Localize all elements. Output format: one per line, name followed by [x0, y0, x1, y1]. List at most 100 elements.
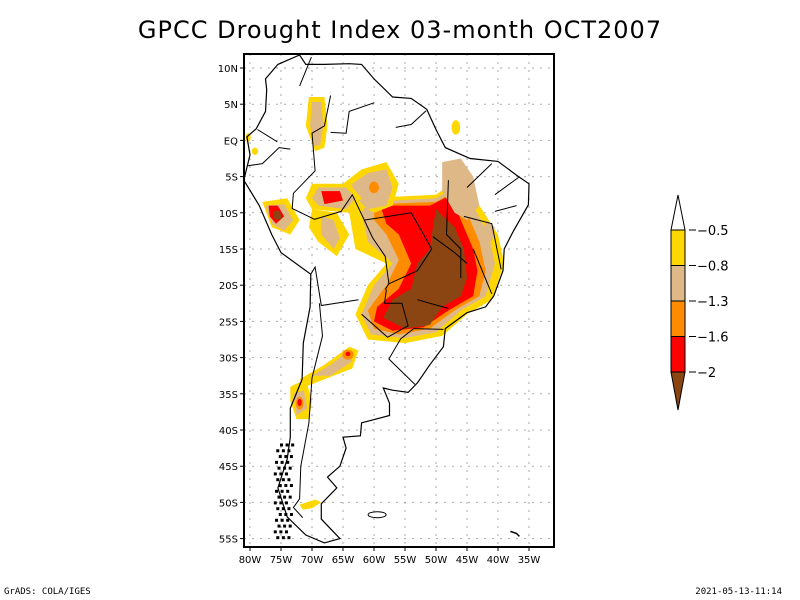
lon-tick-label: 70W	[301, 555, 324, 566]
fjord-island	[289, 512, 293, 516]
fjord-island	[277, 495, 281, 499]
colorbar-label: −0.5	[697, 224, 729, 239]
drought-spot-yellow	[251, 147, 259, 155]
fjord-island	[277, 524, 281, 528]
fjord-island	[287, 536, 291, 540]
lon-tick-label: 55W	[394, 555, 417, 566]
lat-tick-label: 35S	[219, 390, 238, 401]
footer-credit: GrADS: COLA/IGES	[4, 587, 91, 597]
colorbar-label: −0.8	[697, 260, 729, 275]
colorbar-segment	[670, 300, 686, 337]
lon-tick-label: 65W	[332, 555, 355, 566]
fjord-island	[287, 507, 291, 511]
country-border	[463, 215, 502, 270]
drought-area-yellow	[299, 499, 322, 510]
drought-area-tan	[442, 158, 480, 220]
fjord-island	[284, 512, 288, 516]
lat-tick-label: 15S	[219, 245, 238, 256]
colorbar-label: −1.3	[697, 295, 729, 310]
fjord-island	[291, 443, 295, 447]
drought-spot-red	[345, 351, 351, 357]
lon-tick-label: 40W	[487, 555, 510, 566]
lon-tick-label: 75W	[270, 555, 293, 566]
fjord-island	[278, 455, 282, 459]
country-border	[445, 180, 462, 278]
fjord-island	[280, 489, 284, 493]
fjord-island	[284, 472, 288, 476]
south-georgia-island	[510, 530, 520, 537]
country-border	[417, 299, 449, 309]
colorbar-label: −2	[697, 366, 716, 381]
drought-area-tan	[310, 102, 324, 146]
country-border	[361, 289, 409, 338]
drought-spot-orange	[369, 181, 379, 194]
fjord-island	[280, 518, 284, 522]
country-border	[472, 248, 493, 295]
coastline-layer	[244, 54, 530, 544]
drought-spot-red	[297, 398, 302, 407]
lat-tick-label: 55S	[219, 535, 238, 546]
colorbar-segment	[670, 229, 686, 266]
fjord-island	[287, 449, 291, 453]
fjord-island	[276, 449, 280, 453]
fjord-island	[288, 495, 292, 499]
country-border	[432, 236, 468, 264]
fjord-island	[280, 460, 284, 464]
country-border	[494, 205, 517, 212]
country-border	[466, 163, 493, 188]
drought-spot-yellow	[451, 120, 461, 135]
lat-tick-label: 10S	[219, 209, 238, 220]
lat-tick-label: 50S	[219, 498, 238, 509]
country-border	[330, 102, 375, 134]
drought-area-brown	[272, 210, 282, 220]
fjord-island	[276, 536, 280, 540]
colorbar-top-cap	[670, 194, 686, 231]
map-title: GPCC Drought Index 03-month OCT2007	[137, 16, 663, 44]
drought-area-red	[321, 191, 343, 205]
country-border	[248, 147, 291, 167]
fjord-island	[284, 484, 288, 488]
lat-tick-label: 25S	[219, 317, 238, 328]
fjord-island	[278, 484, 282, 488]
fjord-island	[281, 507, 285, 511]
drought-area-brown	[383, 209, 467, 329]
country-border	[292, 303, 324, 518]
fjord-island	[283, 495, 287, 499]
fjord-island	[288, 524, 292, 528]
drought-fill-layer	[245, 97, 505, 510]
lat-tick-label: 10N	[218, 64, 238, 75]
lon-tick-label: 45W	[456, 555, 479, 566]
fjord-island	[287, 478, 291, 482]
fjord-island	[276, 507, 280, 511]
fjord-island	[279, 472, 283, 476]
fjord-island	[277, 466, 281, 470]
fjord-island	[278, 512, 282, 516]
lon-tick-label: 60W	[363, 555, 386, 566]
lat-tick-label: EQ	[224, 136, 238, 147]
lat-tick-label: 40S	[219, 426, 238, 437]
fjord-island	[284, 455, 288, 459]
colorbar-bottom-cap	[670, 371, 686, 411]
colorbar-segment	[670, 265, 686, 302]
fjord-island	[283, 524, 287, 528]
lon-tick-label: 35W	[518, 555, 541, 566]
colorbar-label: −1.6	[697, 331, 729, 346]
fjord-island	[273, 472, 277, 476]
fjord-island	[281, 536, 285, 540]
continent-coastline	[244, 54, 530, 544]
country-border	[494, 176, 520, 196]
fjord-island	[286, 460, 290, 464]
fjord-island	[286, 489, 290, 493]
colorbar-legend: −0.5 −0.8 −1.3 −1.6 −2	[670, 194, 729, 411]
lat-tick-label: 45S	[219, 462, 238, 473]
fjord-island	[275, 518, 279, 522]
plot-frame	[243, 53, 555, 548]
country-border	[291, 95, 390, 290]
lon-tick-label: 80W	[239, 555, 262, 566]
fjord-island	[275, 460, 279, 464]
fjord-island	[281, 478, 285, 482]
country-border	[413, 328, 444, 330]
latitude-axis: 10N 5N EQ 5S 10S 15S 20S 25S 30S 35S 40S 45S 50S 55S	[218, 64, 244, 546]
fjord-island	[280, 443, 283, 447]
